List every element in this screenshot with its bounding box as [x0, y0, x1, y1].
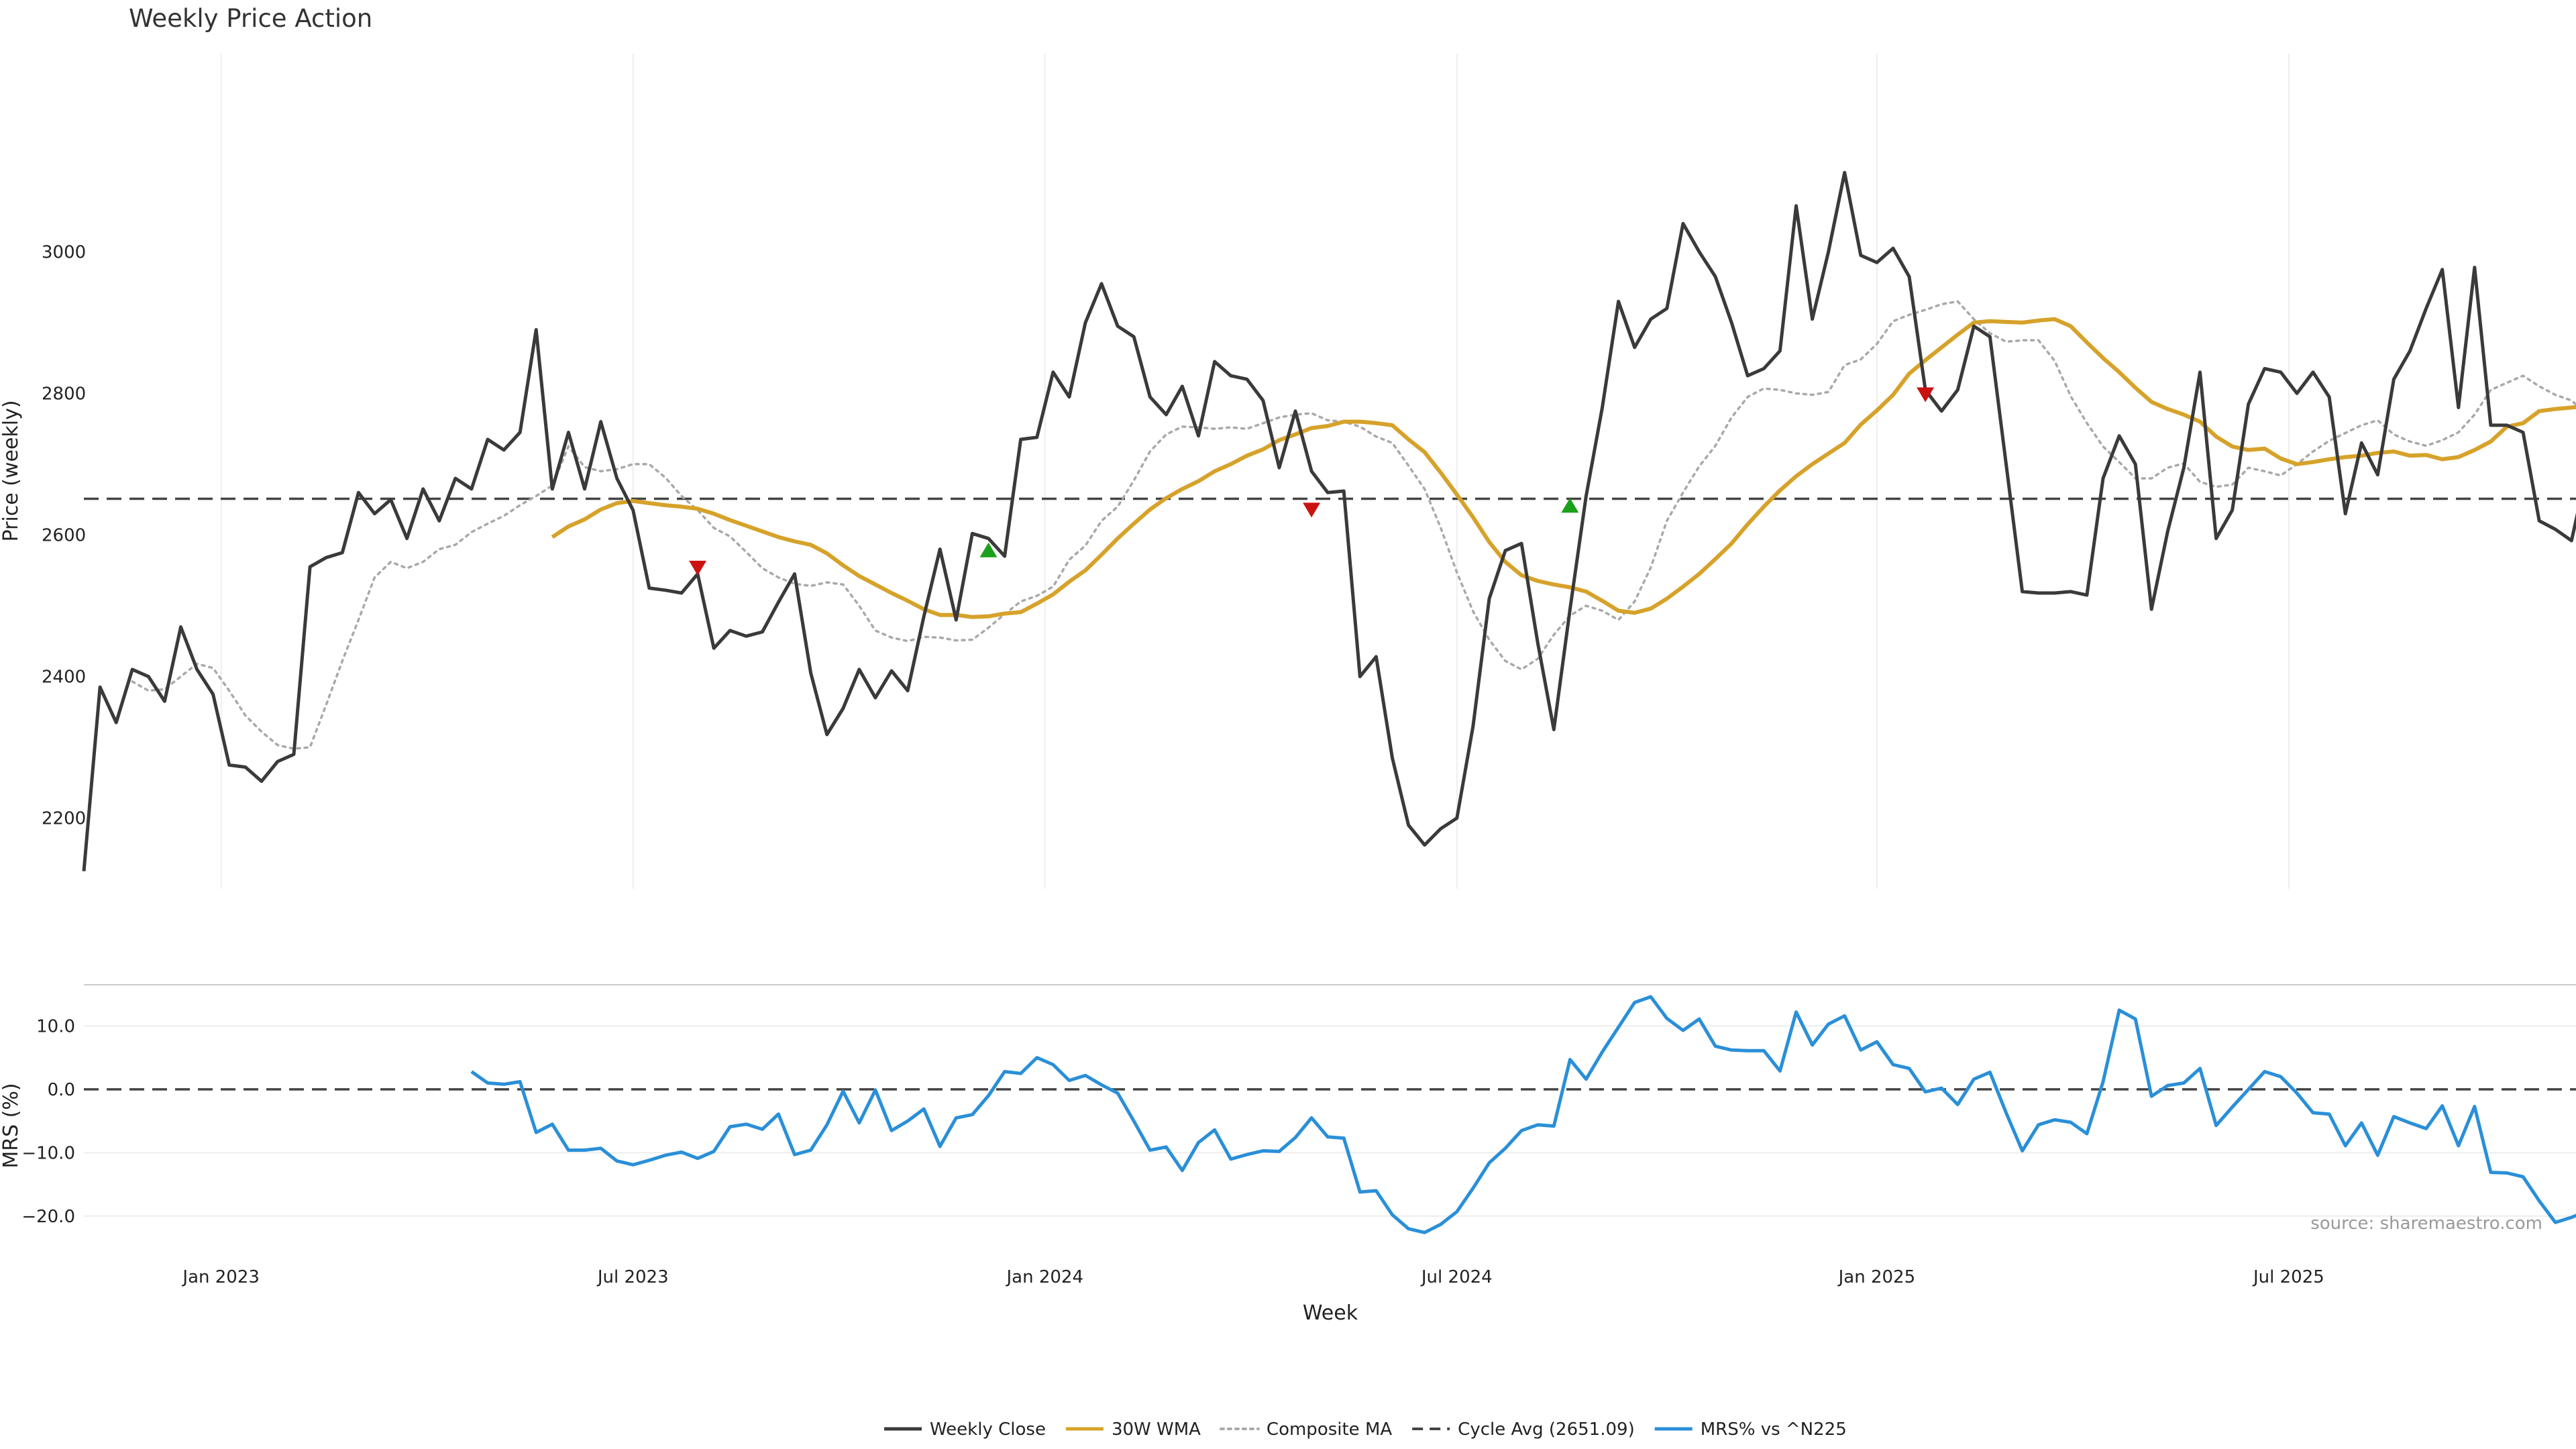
composite-ma-line — [131, 300, 2576, 750]
wma-30w-line — [551, 317, 2576, 619]
mrs-y-tick: 10.0 — [36, 1016, 75, 1036]
signal-up-marker-1 — [979, 542, 998, 557]
price-y-ticks: 2200 2400 2600 2800 3000 — [42, 242, 86, 828]
x-tick-label: Jan 2023 — [181, 1267, 260, 1287]
price-y-tick: 2600 — [42, 525, 86, 545]
price-y-tick: 2400 — [42, 667, 86, 687]
mrs-y-axis-label: MRS (%) — [0, 1083, 23, 1168]
signal-down-marker-2 — [1303, 502, 1321, 518]
price-y-axis-label: Price (weekly) — [0, 400, 23, 541]
x-tick-label: Jul 2025 — [2252, 1267, 2324, 1287]
mrs-grid — [84, 984, 2576, 1217]
price-y-tick: 2200 — [42, 808, 86, 828]
chart-title: Weekly Price Action — [129, 4, 372, 33]
legend-label-1: 30W WMA — [1112, 1419, 1201, 1440]
mrs-y-tick: 0.0 — [48, 1080, 75, 1100]
weekly-close-line — [82, 170, 2576, 871]
price-panel: 2200 2400 2600 2800 3000 Price (weekly) — [0, 54, 2576, 889]
signal-markers — [689, 387, 1935, 576]
x-tick-label: Jul 2024 — [1420, 1267, 1493, 1287]
legend-label-3: Cycle Avg (2651.09) — [1458, 1419, 1635, 1440]
mrs-y-tick: −20.0 — [21, 1207, 75, 1227]
price-y-tick: 2800 — [42, 384, 86, 404]
legend-label-0: Weekly Close — [930, 1419, 1046, 1440]
mrs-y-ticks: 10.0 0.0 −10.0 −20.0 — [21, 1016, 75, 1226]
source-note: source: sharemaestro.com — [2310, 1214, 2542, 1234]
price-grid — [220, 54, 2290, 889]
mrs-y-tick: −10.0 — [21, 1143, 75, 1163]
signal-down-marker-4 — [1917, 387, 1935, 402]
signal-up-marker-3 — [1561, 498, 1579, 513]
mrs-panel: 10.0 0.0 −10.0 −20.0 MRS (%) source: sharem… — [0, 984, 2576, 1234]
x-axis-ticks: Jan 2023 Jul 2023 Jan 2024 Jul 2024 Jan 2025… — [181, 1267, 2324, 1287]
price-y-tick: 3000 — [42, 242, 86, 262]
x-axis-label: Week — [1303, 1301, 1358, 1325]
legend-label-4: MRS% vs ^N225 — [1701, 1419, 1847, 1440]
mrs-line — [470, 995, 2576, 1234]
x-tick-label: Jul 2023 — [596, 1267, 669, 1287]
x-tick-label: Jan 2024 — [1006, 1267, 1084, 1287]
legend: Weekly Close 30W WMA Composite MA Cycle Avg… — [884, 1419, 1847, 1440]
signal-down-marker-0 — [689, 560, 707, 576]
x-tick-label: Jan 2025 — [1837, 1267, 1916, 1287]
legend-label-2: Composite MA — [1267, 1419, 1392, 1440]
